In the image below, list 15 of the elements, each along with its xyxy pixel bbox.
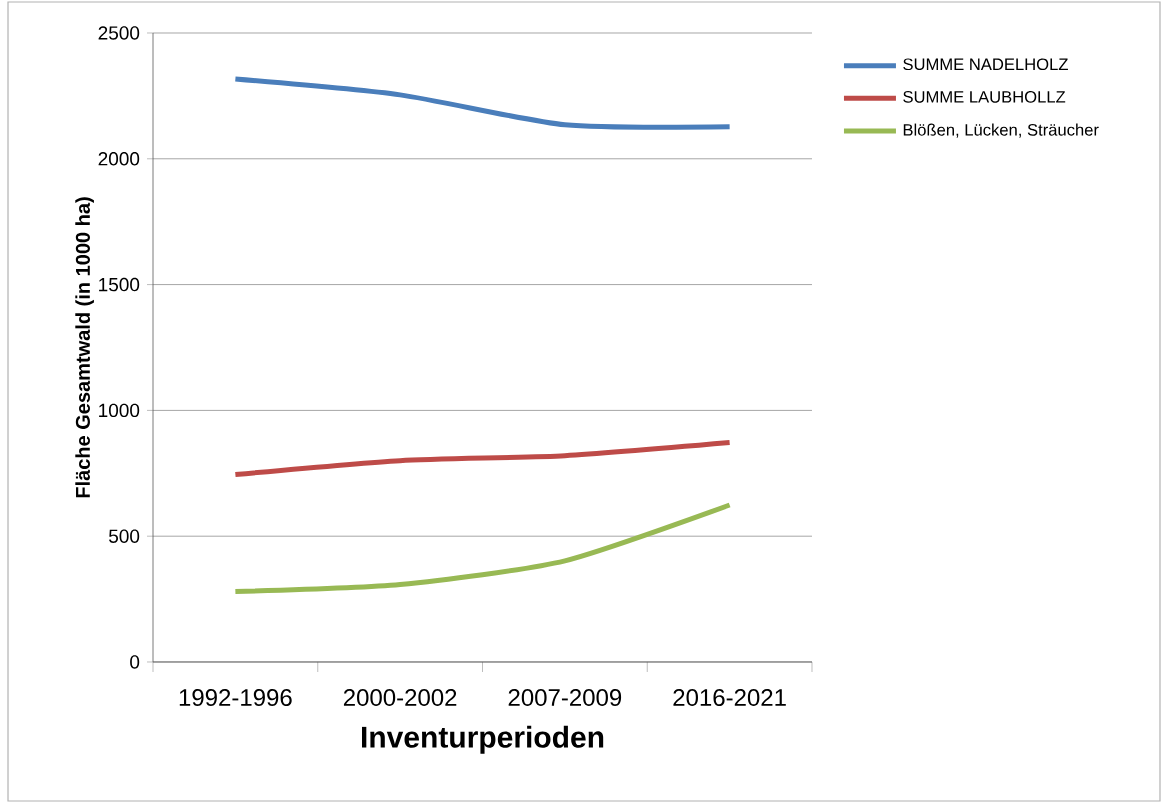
x-axis-title: Inventurperioden (362, 725, 604, 754)
x-tick-label: 2000-2002 (343, 689, 457, 707)
y-axis-title: Fläche Gesamtwald (in 1000 ha) (75, 197, 94, 498)
x-tick-label: 2016-2021 (673, 689, 786, 707)
legend-label: SUMME LAUBHOLLZ (903, 90, 1066, 103)
y-tick-label: 1000 (99, 403, 140, 418)
y-tick-label: 2000 (98, 152, 140, 166)
x-tick-label: 1992-1996 (179, 689, 292, 707)
y-tick-label: 500 (108, 529, 140, 543)
y-tick-label: 0 (130, 655, 140, 669)
legend-label: Blößen, Lücken, Sträucher (903, 123, 1099, 138)
y-tick-label: 1500 (99, 277, 140, 292)
legend-label: SUMME NADELHOLZ (903, 58, 1068, 71)
y-tick-label: 2500 (98, 26, 140, 40)
x-tick-label: 2007-2009 (508, 689, 622, 707)
